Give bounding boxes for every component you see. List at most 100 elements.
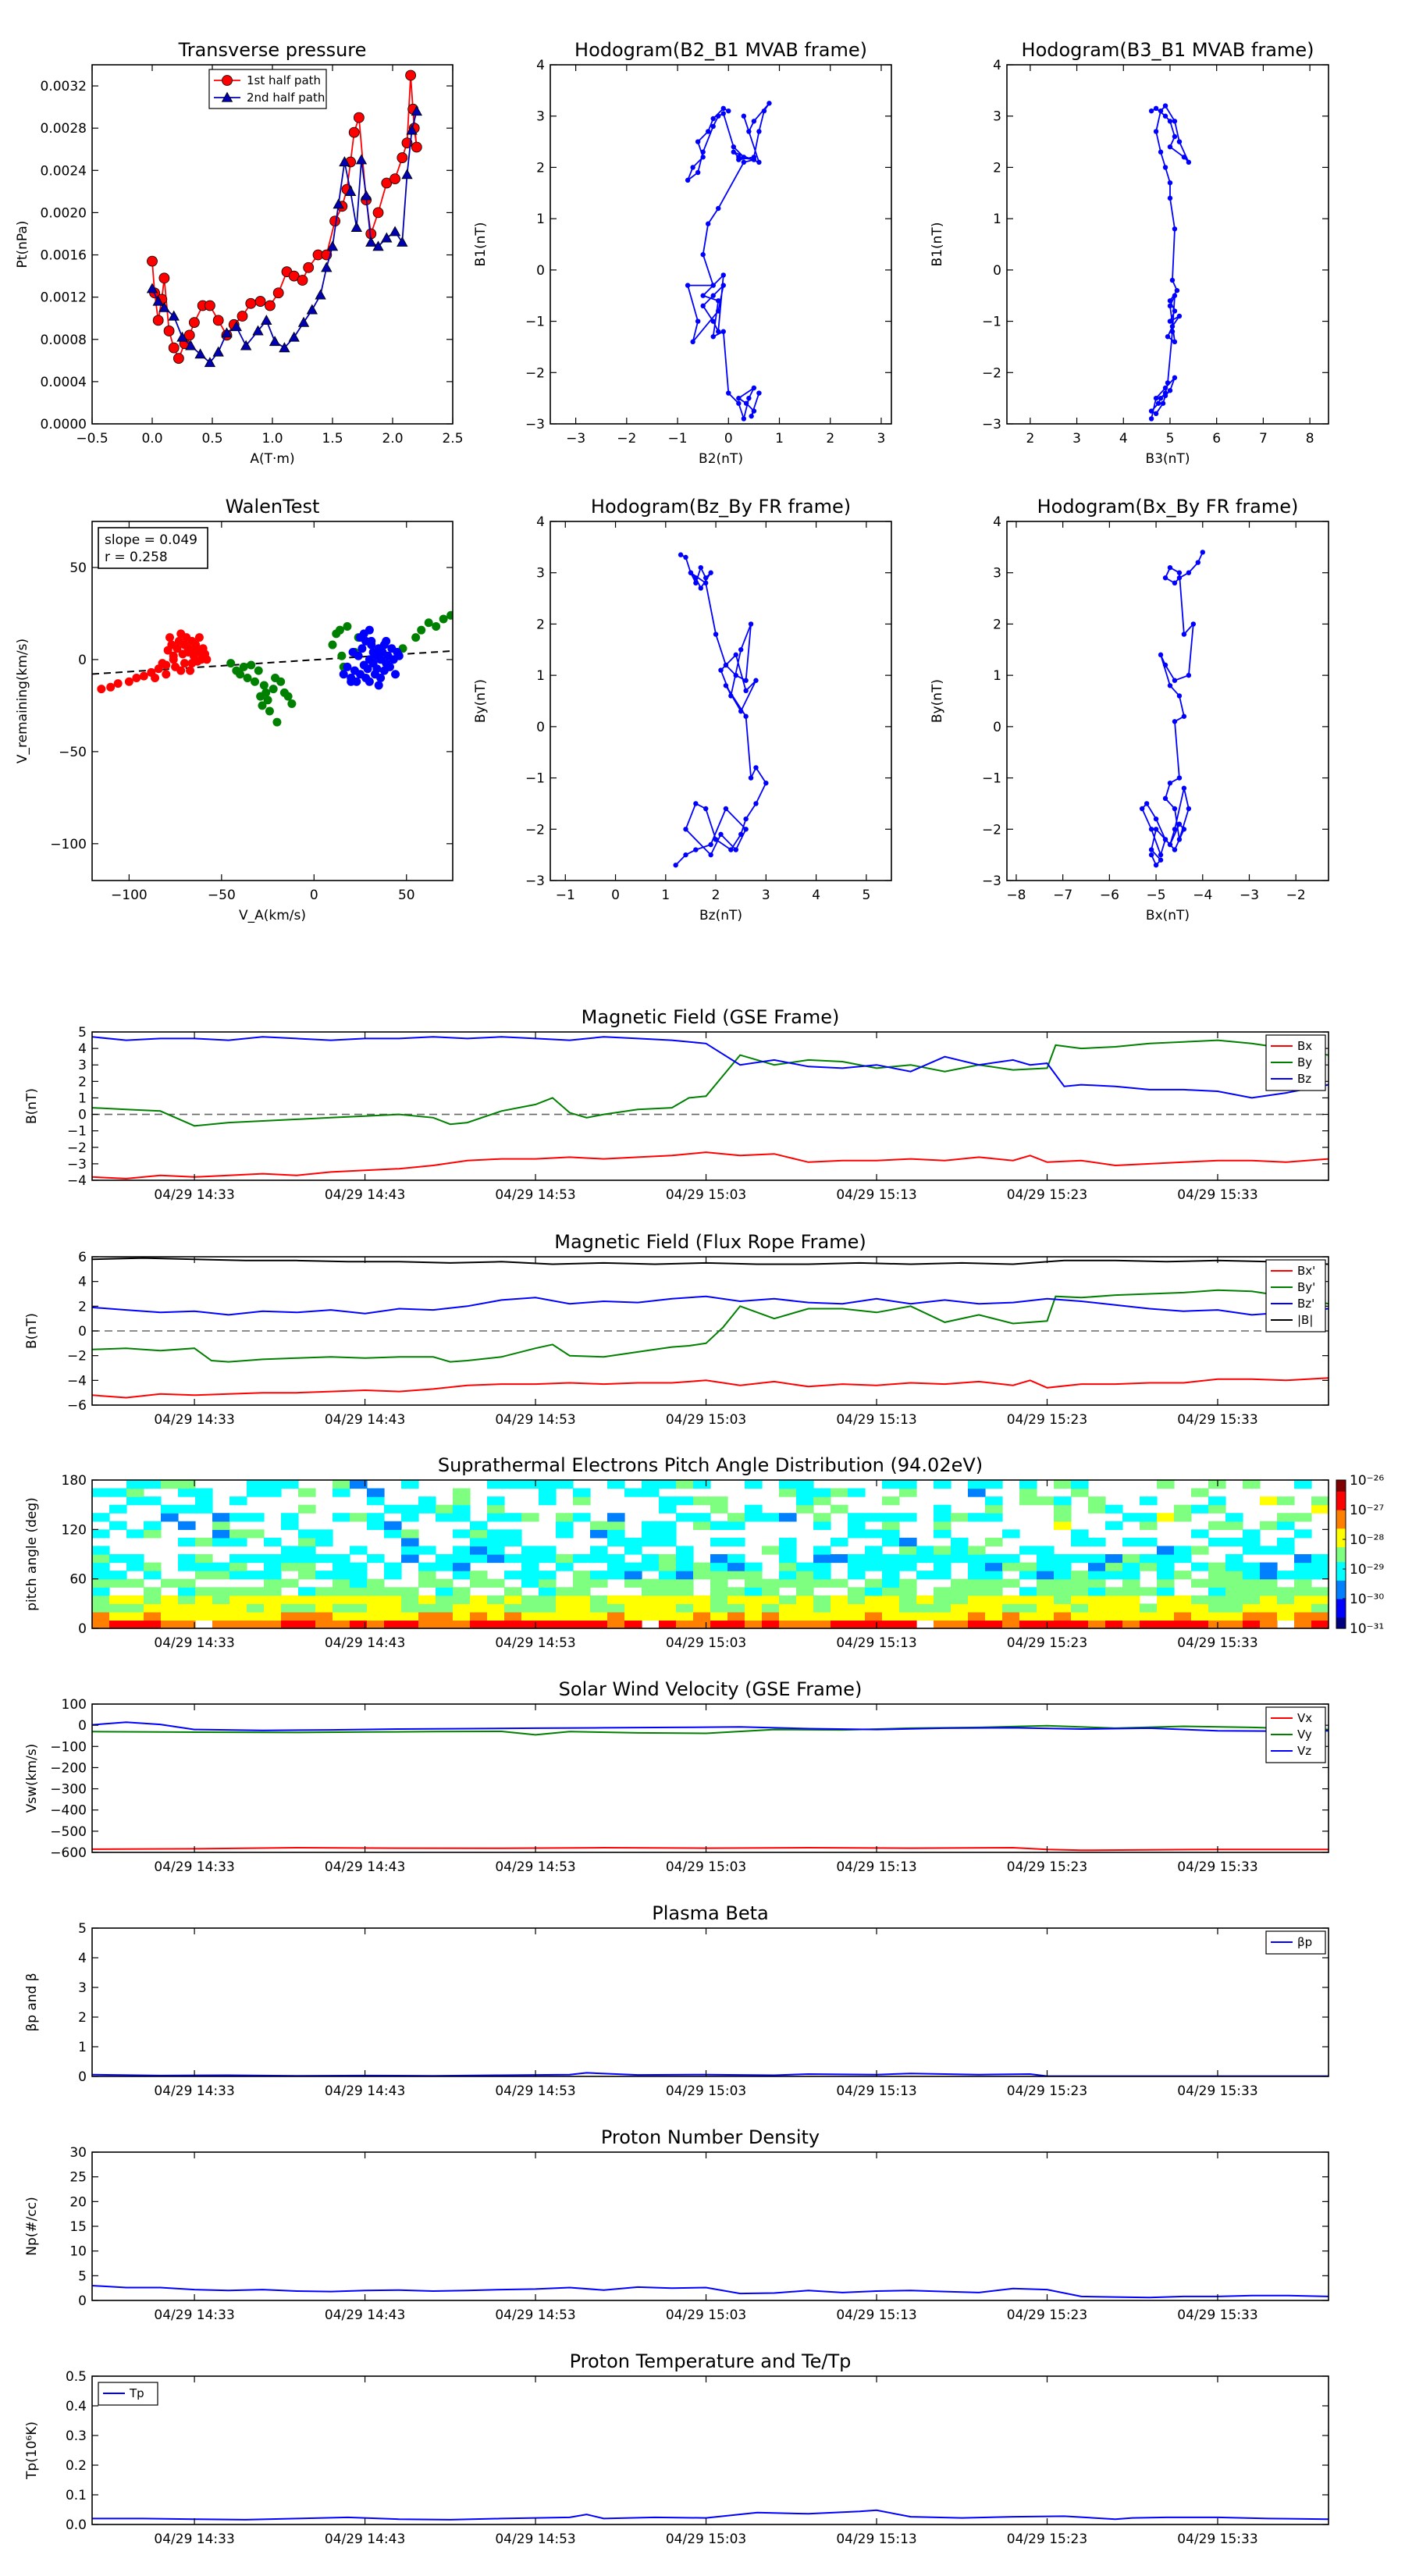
heatmap-cell [418, 1603, 436, 1613]
data-point [741, 159, 747, 165]
heatmap-cell [796, 1504, 814, 1514]
heatmap-cell [281, 1562, 299, 1571]
heatmap-cell [212, 1562, 230, 1571]
heatmap-cell [126, 1595, 144, 1604]
heatmap-cell [126, 1554, 144, 1564]
y-axis-label: B(nT) [24, 1313, 40, 1349]
data-point [151, 674, 160, 683]
series-line [92, 1377, 1329, 1399]
legend-label: Vz [1297, 1744, 1311, 1758]
x-tick-label: 7 [1259, 431, 1268, 447]
heatmap-cell [1105, 1504, 1123, 1514]
data-point [205, 300, 215, 311]
data-point [328, 640, 337, 649]
plot-frame [550, 521, 892, 881]
x-tick-label: 04/29 14:43 [325, 1187, 405, 1203]
heatmap-cell [951, 1554, 969, 1564]
heatmap-cell [1037, 1603, 1055, 1613]
y-tick-label: 0 [78, 1621, 87, 1637]
data-point [1174, 287, 1180, 294]
heatmap-cell [745, 1611, 763, 1621]
data-point [698, 585, 703, 591]
heatmap-cell [951, 1546, 969, 1555]
data-point [194, 633, 204, 642]
heatmap-cell [126, 1578, 144, 1588]
plot-frame [550, 64, 892, 425]
y-axis-label: βp and β [24, 1973, 40, 2031]
plot-area [92, 1036, 1329, 1179]
heatmap-cell [1002, 1529, 1020, 1539]
heatmap-cell [487, 1513, 505, 1522]
x-tick-label: 6 [1212, 431, 1221, 447]
data-point [1162, 393, 1168, 399]
y-tick-label: 0.4 [66, 2399, 87, 2414]
data-point [700, 251, 706, 258]
heatmap-cell [659, 1620, 677, 1628]
heatmap-cell [1294, 1611, 1312, 1621]
heatmap-cell [1140, 1537, 1158, 1547]
data-point [406, 124, 418, 135]
colorbar-segment [1336, 1532, 1346, 1536]
heatmap-cell [1157, 1571, 1175, 1580]
y-tick-label: −1 [525, 771, 545, 787]
heatmap-cell [350, 1513, 368, 1522]
data-point [748, 621, 754, 627]
data-point [372, 240, 384, 251]
data-point [261, 315, 272, 326]
heatmap-cell [1088, 1587, 1106, 1596]
data-point [376, 674, 386, 683]
heatmap-cell [401, 1504, 419, 1514]
data-point [743, 678, 749, 683]
data-point [713, 837, 719, 842]
heatmap-cell [1054, 1480, 1072, 1489]
heatmap-cell [264, 1603, 282, 1613]
heatmap-cell [796, 1496, 814, 1506]
heatmap-cell [607, 1571, 625, 1580]
x-tick-label: −100 [111, 888, 148, 903]
data-point [1148, 108, 1154, 114]
data-point [168, 310, 180, 321]
heatmap-cell [1311, 1587, 1329, 1596]
data-point [716, 113, 721, 119]
heatmap-cell [813, 1546, 831, 1555]
heatmap-cell [453, 1546, 471, 1555]
heatmap-cell [333, 1554, 350, 1564]
heatmap-cell [384, 1595, 402, 1604]
heatmap-cell [1054, 1620, 1072, 1628]
heatmap-cell [779, 1595, 797, 1604]
heatmap-cell [1208, 1496, 1226, 1506]
heatmap-cell [813, 1578, 831, 1588]
data-point [365, 625, 374, 635]
x-tick-label: −5 [1147, 888, 1166, 903]
x-tick-label: 04/29 14:53 [495, 1635, 575, 1651]
heatmap-cell [470, 1571, 488, 1580]
colorbar-label: 10⁻³⁰ [1350, 1592, 1384, 1607]
data-point [243, 674, 252, 683]
heatmap-cell [710, 1595, 728, 1604]
data-point [163, 326, 175, 336]
heatmap-cell [951, 1603, 969, 1613]
colorbar-segment [1336, 1506, 1346, 1510]
heatmap-cell [779, 1571, 797, 1580]
heatmap-cell [1140, 1562, 1158, 1571]
data-point [165, 633, 175, 642]
heatmap-cell [951, 1537, 969, 1547]
y-tick-label: 1 [993, 668, 1001, 684]
heatmap-cell [1208, 1537, 1226, 1547]
x-tick-label: 04/29 14:43 [325, 1859, 405, 1875]
heatmap-cell [1157, 1546, 1175, 1555]
heatmap-cell [144, 1480, 162, 1489]
heatmap-cell [1122, 1603, 1140, 1613]
x-tick-label: 04/29 14:33 [154, 2307, 234, 2323]
heatmap-cell [126, 1488, 144, 1497]
heatmap-cell [951, 1578, 969, 1588]
heatmap-cell [1122, 1620, 1140, 1628]
heatmap-cell [642, 1611, 660, 1621]
heatmap-cell [453, 1513, 471, 1522]
heatmap-cell [521, 1562, 539, 1571]
heatmap-cell [212, 1603, 230, 1613]
data-point [297, 316, 310, 327]
data-point [176, 331, 188, 342]
heatmap-cell [676, 1611, 694, 1621]
y-tick-label: 3 [993, 109, 1001, 125]
